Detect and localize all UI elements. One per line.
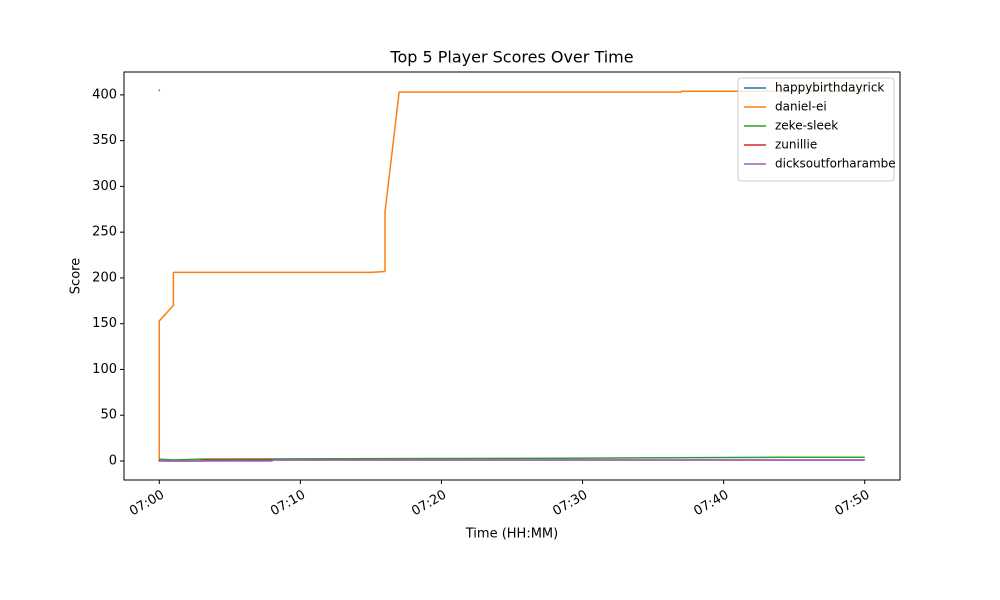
series-line bbox=[159, 456, 865, 461]
x-tick-label: 07:40 bbox=[691, 488, 731, 520]
x-tick-label: 07:50 bbox=[833, 488, 873, 520]
x-axis-label: Time (HH:MM) bbox=[465, 527, 558, 542]
legend-box bbox=[737, 77, 895, 182]
legend-label: daniel-ei bbox=[775, 100, 827, 114]
legend-label: zeke-sleek bbox=[775, 119, 838, 133]
legend-label: dicksoutforharambe bbox=[775, 157, 896, 171]
legend-label: happybirthdayrick bbox=[775, 81, 884, 95]
y-tick-label: 300 bbox=[92, 179, 117, 194]
y-tick-label: 50 bbox=[100, 408, 117, 423]
legend: happybirthdayrick daniel-ei zeke-sleek zuni… bbox=[737, 77, 896, 182]
x-tick-label: 07:00 bbox=[127, 488, 167, 520]
y-tick-label: 350 bbox=[92, 133, 117, 148]
y-tick-label: 400 bbox=[92, 87, 117, 102]
x-tick-label: 07:10 bbox=[268, 488, 308, 520]
y-axis-label: Score bbox=[69, 258, 84, 294]
x-tick-label: 07:20 bbox=[409, 488, 449, 520]
y-tick-label: 200 bbox=[92, 270, 117, 285]
y-tick-label: 250 bbox=[92, 225, 117, 240]
y-tick-label: 0 bbox=[109, 453, 117, 468]
y-tick-label: 100 bbox=[92, 362, 117, 377]
legend-label: zunillie bbox=[775, 138, 817, 152]
x-tick-label: 07:30 bbox=[550, 488, 590, 520]
chart-title: Top 5 Player Scores Over Time bbox=[389, 48, 633, 67]
series-line bbox=[158, 90, 865, 461]
y-tick-label: 150 bbox=[92, 316, 117, 331]
series-line bbox=[159, 459, 865, 462]
plot-frame bbox=[123, 71, 901, 481]
